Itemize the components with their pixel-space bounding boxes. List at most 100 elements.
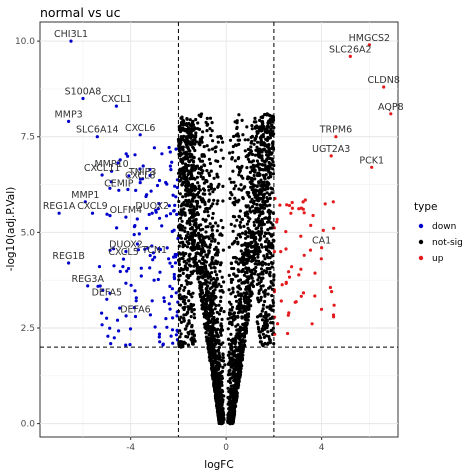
data-point-not-sig — [269, 244, 273, 248]
data-point-not-sig — [179, 320, 183, 324]
x-tick-label: 0 — [223, 443, 229, 453]
data-point-not-sig — [191, 291, 195, 295]
data-point-not-sig — [238, 331, 242, 335]
data-point-not-sig — [219, 148, 223, 152]
data-point-down — [112, 264, 116, 268]
data-point-not-sig — [263, 299, 267, 304]
data-point-not-sig — [251, 209, 255, 213]
data-point-down — [167, 257, 171, 261]
data-point-not-sig — [204, 230, 208, 234]
data-point-up — [367, 43, 371, 47]
data-point-up — [301, 291, 306, 295]
data-point-not-sig — [270, 123, 274, 128]
data-point-not-sig — [221, 140, 225, 144]
data-point-not-sig — [212, 284, 216, 288]
data-point-up — [331, 200, 335, 204]
data-point-not-sig — [190, 133, 194, 137]
data-point-not-sig — [237, 156, 241, 160]
data-point-not-sig — [259, 206, 263, 210]
data-point-not-sig — [195, 164, 199, 168]
data-point-up — [279, 250, 283, 254]
data-point-down — [167, 204, 171, 208]
data-point-not-sig — [250, 188, 254, 192]
data-point-not-sig — [209, 182, 213, 186]
data-point-not-sig — [250, 160, 254, 164]
data-point-up — [275, 217, 279, 221]
data-point-not-sig — [227, 300, 232, 304]
data-point-not-sig — [266, 210, 270, 214]
data-point-up — [276, 322, 280, 326]
data-point-down — [124, 343, 128, 347]
data-point-not-sig — [216, 224, 220, 228]
data-point-not-sig — [264, 183, 269, 187]
data-point-up — [320, 246, 324, 250]
data-point-not-sig — [190, 323, 194, 328]
legend-key-down — [418, 223, 424, 229]
data-point-not-sig — [233, 224, 237, 228]
data-point-not-sig — [211, 323, 215, 327]
data-point-not-sig — [249, 210, 253, 214]
data-point-not-sig — [206, 235, 210, 239]
data-point-not-sig — [220, 417, 224, 421]
data-point-not-sig — [215, 363, 219, 367]
data-point-down — [170, 264, 174, 269]
data-point-not-sig — [189, 270, 193, 274]
data-point-up — [299, 234, 303, 238]
data-point-not-sig — [186, 276, 190, 280]
data-point-not-sig — [254, 218, 258, 222]
data-point-not-sig — [208, 206, 212, 210]
data-point-not-sig — [257, 151, 261, 155]
data-point-not-sig — [206, 294, 210, 298]
data-point-not-sig — [183, 237, 187, 241]
data-point-not-sig — [229, 261, 233, 265]
data-point-not-sig — [265, 305, 269, 309]
data-point-up — [287, 275, 292, 279]
data-point-not-sig — [209, 187, 213, 191]
data-point-down — [157, 178, 162, 183]
x-tick-label: -4 — [126, 443, 135, 453]
data-point-down — [170, 287, 174, 291]
data-point-not-sig — [245, 271, 249, 275]
data-point-not-sig — [188, 149, 192, 153]
data-point-not-sig — [186, 156, 190, 160]
data-point-not-sig — [232, 180, 236, 184]
data-point-not-sig — [268, 304, 272, 308]
data-point-not-sig — [258, 147, 262, 151]
data-point-not-sig — [215, 395, 219, 399]
data-point-not-sig — [205, 129, 209, 133]
data-point-not-sig — [241, 133, 245, 137]
data-point-not-sig — [191, 342, 195, 346]
data-point-not-sig — [252, 173, 256, 178]
data-point-not-sig — [271, 238, 275, 242]
data-point-down — [125, 269, 129, 273]
data-point-not-sig — [182, 177, 186, 181]
data-point-not-sig — [241, 326, 245, 330]
data-point-not-sig — [256, 278, 260, 282]
data-point-not-sig — [192, 207, 197, 211]
data-point-not-sig — [270, 294, 274, 298]
data-point-not-sig — [196, 212, 200, 217]
data-point-not-sig — [217, 182, 221, 186]
data-point-not-sig — [190, 169, 194, 173]
data-point-not-sig — [231, 337, 235, 341]
data-point-not-sig — [205, 311, 209, 315]
data-point-not-sig — [237, 142, 241, 146]
data-point-not-sig — [219, 333, 223, 337]
data-point-not-sig — [212, 262, 216, 266]
data-point-not-sig — [221, 184, 225, 188]
data-point-not-sig — [178, 340, 183, 344]
data-point-not-sig — [179, 172, 183, 176]
data-point-up — [389, 112, 393, 116]
data-point-not-sig — [216, 185, 220, 189]
data-point-up — [319, 257, 323, 261]
data-point-not-sig — [240, 293, 244, 297]
data-point-not-sig — [188, 281, 192, 286]
data-point-not-sig — [190, 310, 194, 314]
data-point-not-sig — [209, 354, 213, 358]
data-point-not-sig — [248, 206, 252, 210]
data-point-not-sig — [209, 133, 213, 138]
data-point-not-sig — [220, 328, 225, 332]
data-point-down — [167, 302, 171, 306]
data-point-not-sig — [182, 134, 186, 138]
data-point-not-sig — [193, 245, 197, 249]
